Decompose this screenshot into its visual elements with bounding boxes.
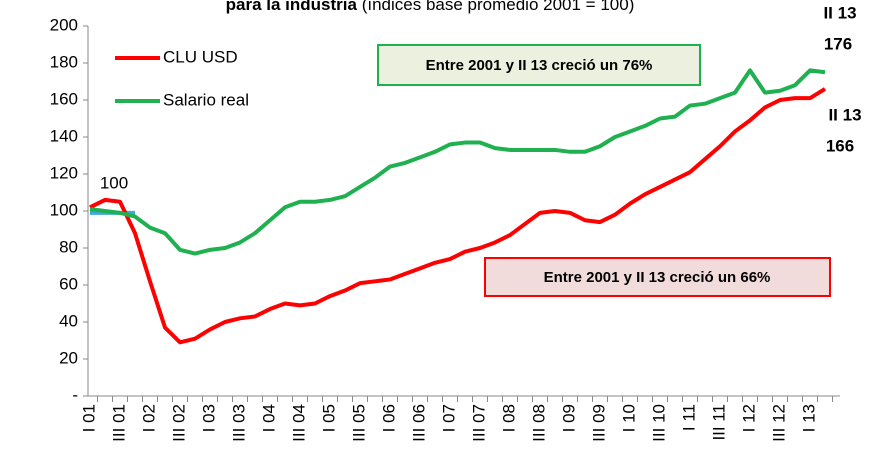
x-tick-label: III 03 bbox=[229, 404, 248, 442]
y-tick-label: 100 bbox=[50, 200, 78, 219]
base-label: 100 bbox=[100, 173, 128, 192]
y-tick-label: 20 bbox=[59, 348, 78, 367]
x-tick-label: III 07 bbox=[469, 404, 488, 442]
chart-title: para la industria (índices base promedio… bbox=[226, 0, 635, 14]
x-tick-label: I 02 bbox=[139, 404, 158, 432]
series-line bbox=[89, 68, 826, 256]
x-tick-label: III 10 bbox=[649, 404, 668, 442]
x-tick-label: III 09 bbox=[589, 404, 608, 442]
y-tick-label: 120 bbox=[50, 163, 78, 182]
x-tick-label: III 11 bbox=[709, 404, 728, 441]
x-tick-label: I 06 bbox=[379, 404, 398, 432]
clu-value: 166 bbox=[826, 136, 854, 155]
x-tick-label: I 11 bbox=[679, 404, 698, 431]
x-tick-label: I 09 bbox=[559, 404, 578, 432]
salario-box-text: Entre 2001 y II 13 creció un 76% bbox=[426, 57, 653, 74]
title-bold: para la industria bbox=[226, 0, 358, 14]
y-tick-label: 80 bbox=[59, 237, 78, 256]
x-tick-label: I 12 bbox=[739, 404, 758, 432]
x-tick-label: I 07 bbox=[439, 404, 458, 432]
x-tick-label: I 04 bbox=[259, 404, 278, 432]
x-tick-label: III 04 bbox=[289, 404, 308, 442]
y-tick-label: 140 bbox=[50, 126, 78, 145]
y-tick-label: 160 bbox=[50, 89, 78, 108]
x-tick-label: III 01 bbox=[109, 404, 128, 442]
x-tick-label: I 13 bbox=[799, 404, 818, 432]
y-tick-label: 40 bbox=[59, 311, 78, 330]
y-tick-label: 180 bbox=[50, 52, 78, 71]
y-tick-label: 200 bbox=[50, 15, 78, 34]
x-tick-label: I 05 bbox=[319, 404, 338, 432]
subtitle: (índices base promedio 2001 = 100) bbox=[362, 0, 635, 14]
series-line bbox=[89, 87, 827, 345]
y-tick-label: 60 bbox=[59, 274, 78, 293]
clu-period: II 13 bbox=[828, 105, 861, 124]
x-tick-label: III 06 bbox=[409, 404, 428, 442]
y-tick-label: - bbox=[72, 385, 78, 404]
x-tick-label: III 05 bbox=[349, 404, 368, 442]
legend-label: CLU USD bbox=[163, 47, 238, 66]
salario-period: II 13 bbox=[823, 3, 856, 22]
salario-box bbox=[377, 44, 701, 86]
clu-box-text: Entre 2001 y II 13 creció un 66% bbox=[544, 269, 771, 286]
x-tick-label: I 08 bbox=[499, 404, 518, 432]
x-tick-label: I 10 bbox=[619, 404, 638, 432]
x-tick-label: III 08 bbox=[529, 404, 548, 442]
legend-label: Salario real bbox=[163, 90, 249, 109]
x-tick-label: III 02 bbox=[169, 404, 188, 442]
x-tick-label: III 12 bbox=[769, 404, 788, 442]
salario-value: 176 bbox=[824, 34, 852, 53]
clu-box bbox=[484, 257, 831, 297]
x-tick-label: I 03 bbox=[199, 404, 218, 432]
x-tick-label: I 01 bbox=[79, 404, 98, 432]
